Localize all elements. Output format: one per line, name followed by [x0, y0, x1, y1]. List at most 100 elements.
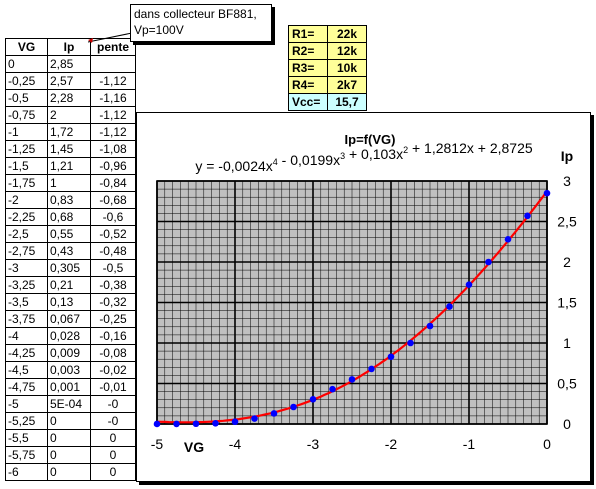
ip-cell[interactable]: 1,45 [47, 140, 91, 158]
ip-cell[interactable]: 0,067 [47, 310, 91, 328]
vg-cell[interactable]: -0,25 [5, 72, 48, 90]
vg-cell[interactable]: -4,5 [5, 361, 48, 379]
vg-cell[interactable]: 0 [5, 55, 48, 73]
pente-cell[interactable]: -0,5 [90, 259, 136, 277]
data-point [446, 303, 453, 310]
vg-cell[interactable]: -5,75 [5, 446, 48, 464]
ip-cell[interactable]: 1 [47, 174, 91, 192]
vg-cell[interactable]: -0,5 [5, 89, 48, 107]
pente-cell[interactable] [90, 55, 136, 73]
pente-cell[interactable]: -0,02 [90, 361, 136, 379]
pente-cell[interactable]: -1,12 [90, 123, 136, 141]
ip-cell[interactable]: 0,305 [47, 259, 91, 277]
vg-cell[interactable]: -0,75 [5, 106, 48, 124]
table-row: -5,75 0 0 [5, 446, 136, 464]
component-row: R1= 22k [288, 25, 367, 43]
vg-cell[interactable]: -5 [5, 395, 48, 413]
pente-cell[interactable]: -1,08 [90, 140, 136, 158]
component-value-cell[interactable]: 12k [327, 42, 367, 60]
component-value-cell[interactable]: 10k [327, 59, 367, 77]
ip-cell[interactable]: 0,21 [47, 276, 91, 294]
ip-cell[interactable]: 0,68 [47, 208, 91, 226]
pente-cell[interactable]: -0,08 [90, 344, 136, 362]
y-tick-label: 1,5 [557, 295, 577, 311]
pente-cell[interactable]: -0,32 [90, 293, 136, 311]
component-name-cell[interactable]: R4= [288, 76, 328, 94]
ip-cell[interactable]: 0,001 [47, 378, 91, 396]
vg-cell[interactable]: -3 [5, 259, 48, 277]
pente-cell[interactable]: -1,16 [90, 89, 136, 107]
ip-cell[interactable]: 0,028 [47, 327, 91, 345]
column-header-vg[interactable]: VG [5, 38, 48, 56]
vg-cell[interactable]: -2 [5, 191, 48, 209]
vg-cell[interactable]: -2,5 [5, 225, 48, 243]
chart-object[interactable]: Ip=f(VG) y = -0,0024x4 - 0,0199x3 + 0,10… [136, 112, 591, 482]
vg-cell[interactable]: -4,75 [5, 378, 48, 396]
vg-cell[interactable]: -1,5 [5, 157, 48, 175]
ip-cell[interactable]: 0 [47, 446, 91, 464]
component-name-cell[interactable]: R1= [288, 25, 328, 43]
ip-cell[interactable]: 0,43 [47, 242, 91, 260]
pente-cell[interactable]: -0,48 [90, 242, 136, 260]
table-row: -2,25 0,68 -0,6 [5, 208, 136, 226]
ip-cell[interactable]: 0,009 [47, 344, 91, 362]
vg-cell[interactable]: -1 [5, 123, 48, 141]
vg-cell[interactable]: -4,25 [5, 344, 48, 362]
ip-cell[interactable]: 0 [47, 412, 91, 430]
vg-cell[interactable]: -1,75 [5, 174, 48, 192]
data-point [329, 385, 336, 393]
vg-cell[interactable]: -4 [5, 327, 48, 345]
pente-cell[interactable]: 0 [90, 463, 136, 481]
vg-cell[interactable]: -5,25 [5, 412, 48, 430]
component-value-cell[interactable]: 15,7 [327, 93, 367, 111]
pente-cell[interactable]: 0 [90, 429, 136, 447]
ip-cell[interactable]: 0 [47, 463, 91, 481]
pente-cell[interactable]: -0,6 [90, 208, 136, 226]
component-value-cell[interactable]: 22k [327, 25, 367, 43]
pente-cell[interactable]: -0,96 [90, 157, 136, 175]
vg-cell[interactable]: -2,75 [5, 242, 48, 260]
comment-line-2: Vp=100V [134, 23, 184, 37]
ip-cell[interactable]: 0,003 [47, 361, 91, 379]
ip-cell[interactable]: 0,13 [47, 293, 91, 311]
ip-cell[interactable]: 1,21 [47, 157, 91, 175]
ip-cell[interactable]: 1,72 [47, 123, 91, 141]
vg-cell[interactable]: -1,25 [5, 140, 48, 158]
component-name-cell[interactable]: R3= [288, 59, 328, 77]
pente-cell[interactable]: -0,16 [90, 327, 136, 345]
ip-cell[interactable]: 2,28 [47, 89, 91, 107]
pente-cell[interactable]: 0 [90, 446, 136, 464]
pente-cell[interactable]: -0,01 [90, 378, 136, 396]
data-point [251, 415, 258, 422]
ip-cell[interactable]: 2 [47, 106, 91, 124]
vg-cell[interactable]: -2,25 [5, 208, 48, 226]
component-name-cell[interactable]: Vcc= [288, 93, 328, 111]
column-header-ip[interactable]: Ip [47, 38, 91, 56]
pente-cell[interactable]: -1,12 [90, 72, 136, 90]
pente-cell[interactable]: -0,25 [90, 310, 136, 328]
vg-cell[interactable]: -6 [5, 463, 48, 481]
ip-cell[interactable]: 0 [47, 429, 91, 447]
data-point [212, 419, 219, 427]
ip-cell[interactable]: 0,83 [47, 191, 91, 209]
pente-cell[interactable]: -0,38 [90, 276, 136, 294]
pente-cell[interactable]: -0,68 [90, 191, 136, 209]
pente-cell[interactable]: -0,84 [90, 174, 136, 192]
vg-cell[interactable]: -3,5 [5, 293, 48, 311]
cell-comment-note[interactable]: dans collecteur BF881, Vp=100V [130, 4, 272, 42]
pente-cell[interactable]: -1,12 [90, 106, 136, 124]
ip-cell[interactable]: 0,55 [47, 225, 91, 243]
vg-cell[interactable]: -3,75 [5, 310, 48, 328]
data-point [192, 420, 200, 428]
pente-cell[interactable]: -0,52 [90, 225, 136, 243]
component-value-cell[interactable]: 2k7 [327, 76, 367, 94]
ip-cell[interactable]: 5E-04 [47, 395, 91, 413]
component-name-cell[interactable]: R2= [288, 42, 328, 60]
column-header-pente[interactable]: pente [90, 38, 136, 56]
pente-cell[interactable]: -0 [90, 412, 136, 430]
ip-cell[interactable]: 2,85 [47, 55, 91, 73]
vg-cell[interactable]: -5,5 [5, 429, 48, 447]
ip-cell[interactable]: 2,57 [47, 72, 91, 90]
pente-cell[interactable]: -0 [90, 395, 136, 413]
vg-cell[interactable]: -3,25 [5, 276, 48, 294]
